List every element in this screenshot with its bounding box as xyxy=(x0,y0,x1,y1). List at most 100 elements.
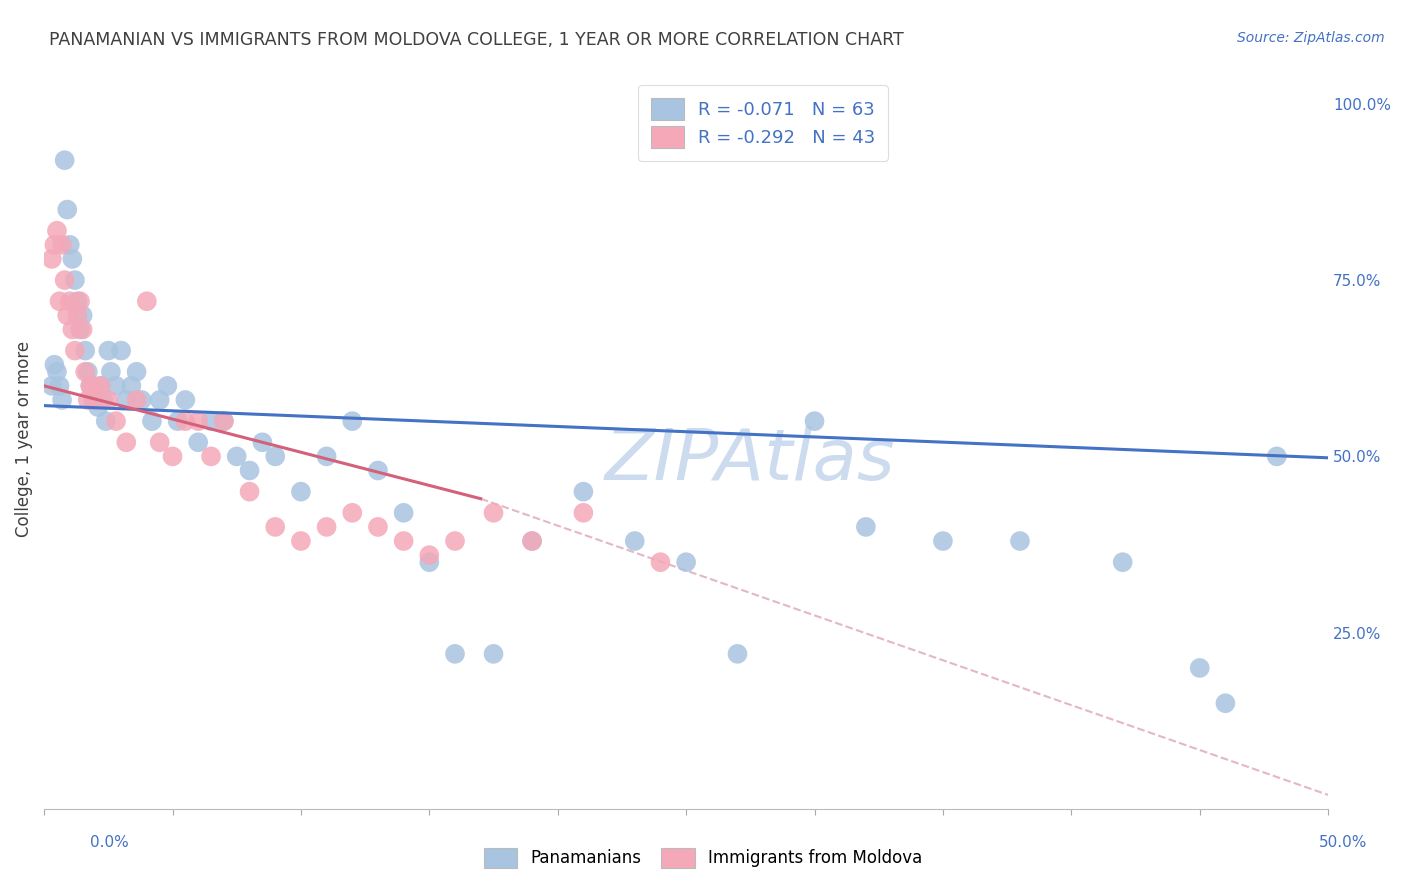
Point xyxy=(187,435,209,450)
Point xyxy=(63,343,86,358)
Y-axis label: College, 1 year or more: College, 1 year or more xyxy=(15,341,32,537)
Point xyxy=(855,520,877,534)
Point xyxy=(290,534,312,549)
Point xyxy=(59,237,82,252)
Point xyxy=(444,647,467,661)
Point xyxy=(79,379,101,393)
Point xyxy=(69,294,91,309)
Point xyxy=(90,379,112,393)
Point xyxy=(727,647,749,661)
Point xyxy=(200,450,222,464)
Point xyxy=(290,484,312,499)
Point xyxy=(932,534,955,549)
Point xyxy=(100,365,122,379)
Point xyxy=(56,309,79,323)
Point xyxy=(120,379,142,393)
Point xyxy=(79,379,101,393)
Point xyxy=(803,414,825,428)
Point xyxy=(650,555,672,569)
Point xyxy=(174,392,197,407)
Point xyxy=(76,365,98,379)
Point xyxy=(41,252,63,266)
Point xyxy=(75,343,97,358)
Point xyxy=(1008,534,1031,549)
Point xyxy=(63,273,86,287)
Point xyxy=(48,294,70,309)
Point xyxy=(367,520,389,534)
Point xyxy=(46,224,69,238)
Point xyxy=(367,463,389,477)
Point xyxy=(482,506,505,520)
Point xyxy=(56,202,79,217)
Point xyxy=(84,392,107,407)
Point xyxy=(623,534,645,549)
Point xyxy=(131,392,153,407)
Point xyxy=(90,379,112,393)
Point xyxy=(1265,450,1288,464)
Point xyxy=(1112,555,1135,569)
Point xyxy=(418,555,440,569)
Point xyxy=(53,153,76,168)
Point xyxy=(264,520,287,534)
Point xyxy=(41,379,63,393)
Point xyxy=(572,506,595,520)
Point xyxy=(84,392,107,407)
Point xyxy=(1215,696,1237,710)
Point xyxy=(44,358,66,372)
Legend: R = -0.071   N = 63, R = -0.292   N = 43: R = -0.071 N = 63, R = -0.292 N = 43 xyxy=(638,85,889,161)
Point xyxy=(51,392,73,407)
Point xyxy=(110,343,132,358)
Point xyxy=(94,414,117,428)
Point xyxy=(315,520,337,534)
Point xyxy=(135,294,157,309)
Text: PANAMANIAN VS IMMIGRANTS FROM MOLDOVA COLLEGE, 1 YEAR OR MORE CORRELATION CHART: PANAMANIAN VS IMMIGRANTS FROM MOLDOVA CO… xyxy=(49,31,904,49)
Point xyxy=(141,414,163,428)
Point xyxy=(115,435,138,450)
Point xyxy=(392,506,415,520)
Point xyxy=(125,392,148,407)
Point xyxy=(264,450,287,464)
Point xyxy=(97,343,120,358)
Point xyxy=(91,392,114,407)
Point xyxy=(149,392,172,407)
Point xyxy=(75,365,97,379)
Point xyxy=(444,534,467,549)
Point xyxy=(212,414,235,428)
Point xyxy=(572,484,595,499)
Legend: Panamanians, Immigrants from Moldova: Panamanians, Immigrants from Moldova xyxy=(477,841,929,875)
Point xyxy=(115,392,138,407)
Point xyxy=(482,647,505,661)
Point xyxy=(66,309,89,323)
Point xyxy=(520,534,543,549)
Text: ZIPAtlas: ZIPAtlas xyxy=(605,426,896,495)
Point xyxy=(59,294,82,309)
Point xyxy=(60,252,83,266)
Point xyxy=(200,414,222,428)
Point xyxy=(238,484,260,499)
Point xyxy=(174,414,197,428)
Point xyxy=(1188,661,1211,675)
Point xyxy=(162,450,184,464)
Text: 50.0%: 50.0% xyxy=(1319,836,1367,850)
Point xyxy=(166,414,188,428)
Point xyxy=(48,379,70,393)
Point xyxy=(212,414,235,428)
Point xyxy=(342,414,364,428)
Point xyxy=(44,237,66,252)
Point xyxy=(675,555,697,569)
Point xyxy=(72,322,94,336)
Point xyxy=(69,322,91,336)
Point xyxy=(105,379,128,393)
Point xyxy=(72,309,94,323)
Point xyxy=(76,392,98,407)
Point xyxy=(156,379,179,393)
Point xyxy=(66,294,89,309)
Point xyxy=(342,506,364,520)
Point xyxy=(82,392,104,407)
Point xyxy=(520,534,543,549)
Point xyxy=(105,414,128,428)
Point xyxy=(46,365,69,379)
Point xyxy=(392,534,415,549)
Point xyxy=(60,322,83,336)
Point xyxy=(125,365,148,379)
